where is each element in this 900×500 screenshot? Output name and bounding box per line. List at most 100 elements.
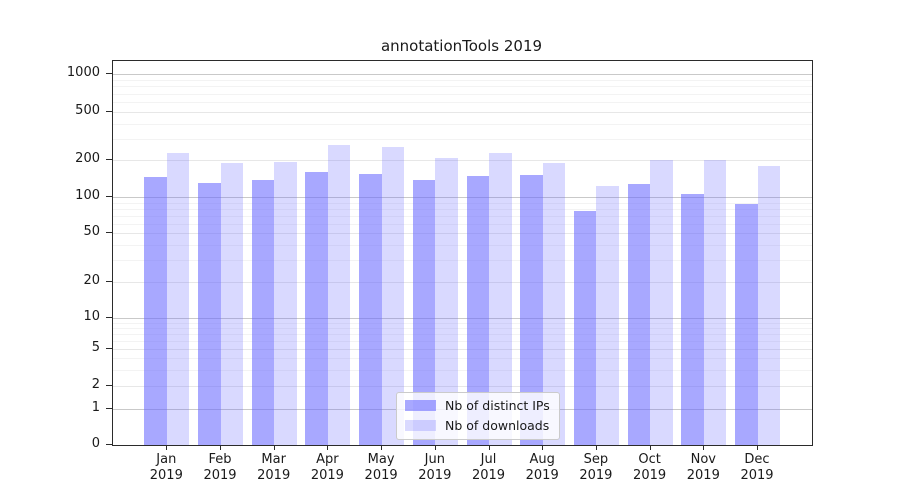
legend-item-distinct-ips: Nb of distinct IPs	[405, 398, 550, 413]
legend-swatch-downloads	[405, 420, 436, 431]
bar-downloads-feb	[220, 163, 243, 445]
legend-label: Nb of distinct IPs	[445, 398, 550, 413]
legend-swatch-distinct-ips	[405, 400, 436, 411]
bar-distinct-ips-feb	[198, 183, 221, 445]
y-tick-label: 2	[91, 377, 100, 393]
y-tick-label: 0	[91, 436, 100, 451]
bar-distinct-ips-dec	[735, 204, 758, 445]
bar-distinct-ips-mar	[251, 179, 275, 445]
minor-gridline	[113, 93, 812, 95]
legend: Nb of distinct IPs Nb of downloads	[396, 392, 560, 440]
x-tick-label: Sep 2019	[579, 452, 613, 483]
y-tick-label: 20	[83, 272, 100, 288]
major-gridline	[113, 233, 812, 235]
minor-gridline	[113, 327, 812, 329]
bar-downloads-mar	[274, 162, 297, 445]
bar-downloads-jun	[435, 157, 458, 445]
x-tick-mark	[166, 445, 168, 450]
x-tick-label: Oct 2019	[633, 452, 667, 483]
x-tick-mark	[220, 445, 221, 450]
minor-gridline	[113, 215, 812, 217]
x-tick-mark	[649, 445, 651, 450]
y-tick-mark	[106, 347, 112, 349]
y-tick-mark	[106, 408, 112, 410]
minor-gridline	[113, 369, 812, 371]
major-gridline	[113, 281, 812, 283]
bar-downloads-may	[381, 147, 405, 445]
minor-gridline	[113, 260, 812, 262]
bar-distinct-ips-sep	[573, 210, 597, 445]
y-tick-mark	[106, 159, 112, 161]
major-gridline	[113, 197, 812, 198]
x-tick-mark	[381, 445, 383, 450]
major-gridline	[113, 74, 812, 76]
y-tick-label: 10	[83, 309, 100, 324]
y-tick-mark	[106, 385, 112, 387]
bar-downloads-oct	[650, 160, 673, 445]
minor-gridline	[113, 138, 812, 140]
minor-gridline	[113, 202, 812, 204]
major-gridline	[113, 348, 812, 350]
x-tick-mark	[273, 445, 275, 450]
legend-label: Nb of downloads	[445, 418, 550, 433]
minor-gridline	[113, 322, 812, 324]
bar-distinct-ips-jun	[412, 179, 436, 445]
x-tick-label: Apr 2019	[310, 452, 344, 483]
y-tick-mark	[106, 232, 112, 234]
x-tick-label: Dec 2019	[740, 452, 774, 483]
bar-downloads-jul	[489, 152, 512, 445]
x-tick-label: Jan 2019	[149, 452, 183, 483]
bar-distinct-ips-aug	[520, 175, 543, 445]
bar-downloads-dec	[757, 165, 780, 445]
bar-distinct-ips-may	[359, 174, 382, 445]
bar-distinct-ips-apr	[305, 172, 328, 445]
major-gridline	[113, 111, 812, 113]
minor-gridline	[113, 86, 812, 88]
y-tick-mark	[106, 196, 112, 197]
minor-gridline	[113, 357, 812, 359]
bar-downloads-jan	[166, 152, 190, 445]
y-tick-label: 1000	[66, 65, 100, 81]
minor-gridline	[113, 123, 812, 125]
bar-distinct-ips-nov	[681, 193, 704, 445]
x-tick-label: Jul 2019	[471, 452, 506, 483]
x-tick-mark	[327, 445, 329, 450]
x-tick-mark	[595, 445, 597, 450]
x-tick-mark	[757, 445, 758, 450]
bar-downloads-apr	[327, 145, 351, 445]
bar-distinct-ips-oct	[627, 183, 651, 445]
x-tick-label: Mar 2019	[257, 452, 291, 483]
y-tick-label: 100	[75, 188, 100, 203]
legend-item-downloads: Nb of downloads	[405, 418, 550, 433]
minor-gridline	[113, 340, 812, 342]
minor-gridline	[113, 208, 812, 210]
plot-area	[112, 60, 813, 446]
x-tick-label: May 2019	[364, 452, 398, 483]
major-gridline	[113, 386, 812, 388]
x-tick-label: Nov 2019	[686, 452, 720, 483]
y-tick-mark	[106, 73, 112, 75]
x-tick-label: Feb 2019	[203, 452, 237, 483]
minor-gridline	[113, 245, 812, 247]
chart-title: annotationTools 2019	[380, 37, 543, 55]
minor-gridline	[113, 333, 812, 335]
x-tick-mark	[542, 445, 544, 450]
x-tick-mark	[434, 445, 436, 450]
y-tick-mark	[106, 110, 112, 112]
y-tick-label: 1	[91, 400, 100, 416]
y-tick-label: 5	[91, 339, 100, 355]
major-gridline	[113, 160, 812, 162]
major-gridline	[113, 318, 812, 319]
bar-downloads-sep	[596, 185, 619, 445]
y-tick-label: 500	[75, 102, 100, 118]
x-tick-label: Aug 2019	[525, 452, 559, 483]
bar-downloads-aug	[542, 163, 566, 445]
minor-gridline	[113, 79, 812, 81]
bar-distinct-ips-jan	[144, 176, 167, 445]
y-tick-mark	[106, 317, 112, 318]
bar-downloads-nov	[703, 160, 727, 445]
y-tick-label: 50	[83, 224, 100, 240]
x-tick-mark	[488, 445, 490, 450]
x-tick-label: Jun 2019	[418, 452, 452, 483]
